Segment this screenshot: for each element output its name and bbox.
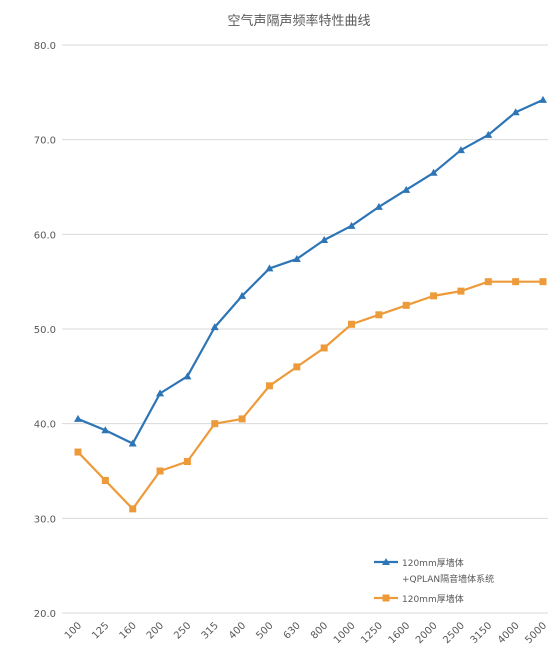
x-tick-label: 1600: [387, 620, 413, 646]
x-tick-label: 1250: [359, 620, 385, 646]
data-point: [292, 254, 301, 262]
data-point: [128, 439, 137, 447]
x-tick-label: 5000: [523, 620, 549, 646]
data-point: [539, 95, 547, 103]
data-point: [374, 202, 383, 210]
data-point: [429, 168, 438, 176]
data-point: [402, 301, 410, 309]
data-point: [74, 448, 82, 456]
data-point: [293, 363, 301, 371]
data-point: [382, 594, 390, 602]
chart-title: 空气声隔声频率特性曲线: [227, 13, 370, 29]
data-point: [101, 426, 110, 434]
y-tick-label: 20.0: [34, 609, 56, 620]
data-point: [347, 221, 356, 229]
series-line: [77, 98, 544, 445]
y-tick-label: 30.0: [34, 514, 56, 525]
data-point: [265, 382, 273, 390]
data-point: [382, 558, 390, 565]
data-point: [484, 130, 493, 138]
data-point: [156, 389, 165, 397]
data-point: [101, 476, 109, 484]
legend: 120mm厚墙体 +QPLAN隔音墙体系统 120mm厚墙体: [374, 557, 494, 605]
data-point: [320, 236, 329, 244]
y-tick-label: 70.0: [34, 136, 56, 147]
x-tick-label: 100: [63, 620, 84, 641]
x-tick-label: 250: [172, 620, 193, 641]
data-point: [430, 292, 438, 300]
data-point: [183, 372, 192, 380]
x-tick-label: 3150: [469, 620, 495, 646]
legend-label: 120mm厚墙体: [402, 593, 464, 605]
x-axis-ticks: 100 125 160 200 250 315 400 500 630 800 1000 1250 16…: [63, 620, 549, 646]
x-tick-label: 4000: [496, 620, 522, 646]
data-point: [211, 420, 219, 428]
series-line: [77, 280, 543, 510]
grid-layer: [62, 44, 548, 614]
data-point: [156, 467, 164, 475]
x-tick-label: 800: [309, 620, 330, 641]
data-point: [511, 108, 520, 116]
data-point: [320, 344, 328, 352]
x-tick-label: 2000: [414, 620, 440, 646]
x-tick-label: 200: [145, 620, 166, 641]
data-point: [210, 323, 219, 331]
y-axis-ticks: 20.0 30.0 40.0 50.0 60.0 70.0 80.0: [34, 41, 56, 620]
x-tick-label: 1000: [332, 620, 358, 646]
data-point: [74, 414, 82, 422]
data-point: [238, 291, 247, 299]
legend-label: 120mm厚墙体: [402, 557, 464, 569]
x-tick-label: 500: [254, 620, 275, 641]
data-point: [512, 278, 520, 286]
series-layer: [74, 95, 547, 513]
data-point: [129, 505, 137, 513]
data-point: [456, 146, 465, 154]
x-tick-label: 315: [200, 620, 221, 641]
legend-label: +QPLAN隔音墙体系统: [402, 573, 494, 585]
data-point: [375, 311, 383, 319]
data-point: [348, 320, 356, 328]
x-tick-label: 400: [227, 620, 248, 641]
series-2: [74, 278, 547, 513]
y-tick-label: 40.0: [34, 420, 56, 431]
data-point: [265, 264, 274, 272]
data-point: [183, 458, 191, 466]
x-tick-label: 125: [90, 620, 111, 641]
y-tick-label: 50.0: [34, 325, 56, 336]
y-tick-label: 60.0: [34, 230, 56, 241]
legend-item-2: 120mm厚墙体: [374, 593, 464, 605]
data-point: [539, 278, 547, 286]
data-point: [457, 287, 465, 295]
series-1: [74, 95, 547, 447]
x-tick-label: 160: [118, 620, 139, 641]
x-tick-label: 630: [282, 620, 303, 641]
data-point: [238, 415, 246, 423]
data-point: [402, 185, 411, 193]
y-tick-label: 80.0: [34, 41, 56, 52]
legend-item-1: 120mm厚墙体 +QPLAN隔音墙体系统: [374, 557, 494, 585]
data-point: [484, 278, 492, 286]
x-tick-label: 2500: [441, 620, 467, 646]
